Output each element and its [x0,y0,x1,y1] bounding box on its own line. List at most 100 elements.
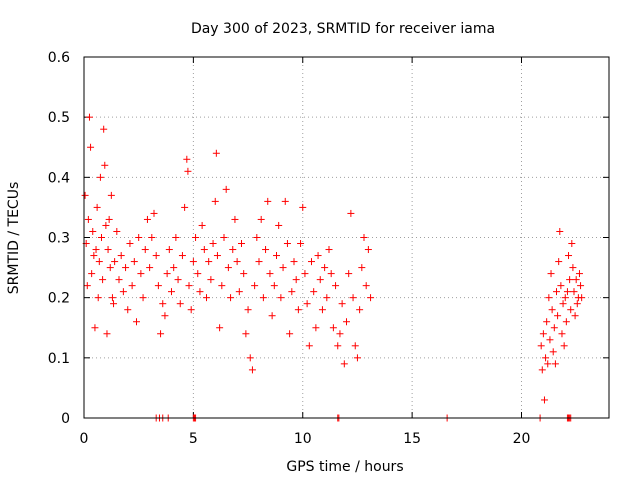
data-point [303,300,311,308]
data-point [107,191,115,199]
data-point [554,312,562,320]
data-point [290,258,298,266]
data-point [135,234,143,241]
data-point [575,270,583,278]
y-tick-labels: 0 0.1 0.2 0.3 0.4 0.5 0.6 [48,50,70,427]
data-point [570,288,578,296]
data-point [181,203,189,211]
data-point [110,300,118,308]
data-point [213,252,221,260]
y-tick-label: 0.4 [48,170,70,186]
data-point [146,264,154,272]
data-point [557,282,565,290]
data-point [130,258,138,266]
data-point [220,234,228,241]
data-point [93,203,101,211]
data-point [294,306,302,314]
data-point [364,246,372,254]
data-point [567,306,575,314]
data-point [356,306,364,314]
data-point [569,264,577,272]
data-point [113,227,121,235]
data-point [545,294,553,302]
data-point [115,276,123,284]
data-point [198,221,206,229]
data-point [259,294,267,302]
data-point [316,276,324,284]
y-tick-label: 0.3 [48,231,70,247]
data-point [184,167,192,175]
data-point [187,306,195,314]
data-points [81,113,586,422]
data-point [340,360,348,368]
data-point [218,282,226,290]
data-point [122,264,130,272]
data-point [538,366,546,374]
data-point [268,312,276,320]
data-point [246,354,254,362]
data-point [235,288,243,296]
data-point [281,197,289,205]
data-point [194,270,202,278]
y-tick-label: 0.6 [48,50,70,66]
data-point [212,149,220,157]
data-point [233,258,241,266]
y-tick-label: 0.2 [48,291,70,307]
data-point [170,264,178,272]
data-point [314,252,322,260]
data-point [301,270,309,278]
data-point [229,246,237,254]
data-point [100,125,108,133]
data-point [133,318,140,326]
data-point [334,342,342,350]
data-point [192,234,200,241]
x-tick-labels: 0 5 10 15 20 [80,431,531,447]
data-point [308,258,315,266]
data-point [91,324,99,332]
data-point [553,288,560,296]
data-point [560,342,568,350]
data-point [349,294,357,302]
data-point [327,270,335,278]
data-point [558,330,566,338]
data-point [238,240,245,248]
data-point [85,113,93,121]
data-point [128,282,136,290]
data-point [264,197,272,205]
data-point [539,330,547,338]
data-point [347,209,355,217]
x-tick-label: 10 [294,431,312,447]
data-point [568,240,576,248]
data-point [231,215,239,223]
data-point [242,330,250,338]
data-point [253,234,261,241]
data-point [299,203,307,211]
data-point [288,288,296,296]
data-point [262,246,270,254]
data-point [84,215,92,223]
data-point [566,276,574,284]
data-point [176,300,184,308]
y-tick-label: 0.1 [48,351,70,367]
data-point [367,294,375,302]
data-point [257,215,265,223]
data-point [358,264,366,272]
data-point [94,294,102,302]
data-point [200,246,208,254]
data-point [227,294,235,302]
data-point [559,300,567,308]
data-point [196,288,204,296]
data-point [174,276,182,284]
data-point [152,252,160,260]
data-point [106,264,114,272]
data-point [154,282,162,290]
data-point [248,366,256,374]
x-tick-label: 5 [189,431,198,447]
data-point [561,294,569,302]
data-point [88,270,96,278]
data-point [87,143,95,151]
data-point [305,342,313,350]
data-point [99,276,107,284]
data-point [168,288,175,296]
